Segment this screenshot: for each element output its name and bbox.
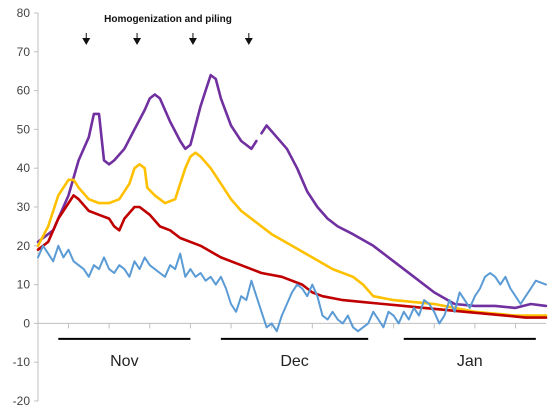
annotation-arrow-head: [244, 38, 253, 45]
y-tick-label: 30: [17, 200, 31, 214]
series-line: [36, 151, 548, 317]
y-tick-label: 70: [17, 45, 31, 59]
annotation: Homogenization and piling: [82, 14, 253, 45]
y-tick-label: 10: [17, 278, 31, 292]
axes: -20 -10 0 10 20 30 40 50 60 70 80: [13, 6, 546, 408]
series-line: [37, 244, 547, 333]
annotation-arrow-head: [82, 38, 91, 45]
y-tick-label: -10: [13, 355, 31, 369]
series-line: [260, 124, 548, 310]
y-tick-label: 60: [17, 84, 31, 98]
annotation-label: Homogenization and piling: [104, 14, 232, 25]
series-line: [36, 194, 548, 319]
series-line: [36, 73, 258, 244]
y-tick-label: 0: [23, 316, 30, 330]
annotation-arrow-head: [133, 38, 142, 45]
y-tick-label: 80: [17, 6, 31, 20]
month-labels: Nov Dec Jan: [58, 337, 536, 370]
month-label: Dec: [280, 353, 308, 370]
y-tick-label: 40: [17, 161, 31, 175]
month-label: Nov: [110, 353, 138, 370]
y-tick-label: -20: [13, 394, 31, 408]
series: [36, 73, 548, 333]
month-label: Jan: [457, 353, 483, 370]
annotation-arrow-head: [188, 38, 197, 45]
y-tick-label: 50: [17, 122, 31, 136]
y-tick-label: 20: [17, 239, 31, 253]
